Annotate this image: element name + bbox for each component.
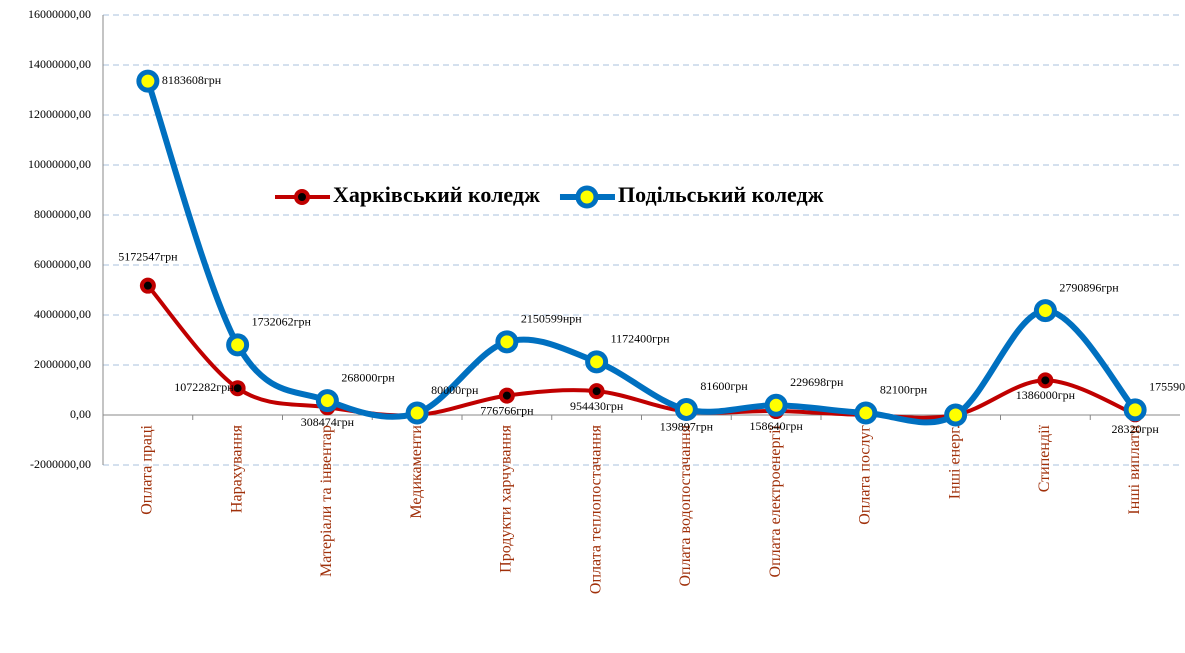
x-tick-label: Нарахування	[228, 424, 245, 513]
marker	[226, 333, 250, 357]
x-tick-label: Оплата послуг	[857, 425, 874, 525]
legend-marker	[575, 185, 599, 209]
data-label: 82100грн	[880, 383, 928, 397]
x-tick-label: Продукти харчування	[498, 424, 515, 572]
data-label: 5172547грн	[118, 249, 178, 263]
x-tick-label: Інші виплати	[1126, 425, 1143, 515]
data-label: 776766грн	[480, 403, 534, 417]
marker	[944, 403, 968, 427]
data-label: 139897грн	[660, 419, 714, 433]
x-tick-label: Стипендії	[1036, 424, 1053, 492]
marker	[405, 401, 429, 425]
data-label: 1386000грн	[1016, 388, 1076, 402]
marker	[229, 380, 246, 397]
marker	[674, 397, 698, 421]
marker	[1033, 299, 1057, 323]
legend-marker	[294, 189, 310, 205]
data-label: 229698грн	[790, 375, 844, 389]
x-tick-label: Оплата електроенергії	[767, 424, 784, 577]
data-label: 268000грн	[341, 370, 395, 384]
marker	[495, 330, 519, 354]
marker	[498, 387, 515, 404]
data-label: 1072282грн	[174, 380, 234, 394]
data-label: 158640грн	[749, 419, 803, 433]
marker	[1037, 372, 1054, 389]
y-tick-label: 0,00	[70, 407, 91, 421]
series-line	[146, 284, 1136, 420]
marker	[585, 350, 609, 374]
x-tick-label: Оплата водопостачання	[677, 424, 694, 586]
legend-label: Подільський коледж	[618, 182, 824, 207]
data-label: 2150599нрн	[521, 312, 582, 326]
data-label: 175590грн	[1149, 380, 1185, 394]
y-tick-label: 10000000,00	[28, 157, 91, 171]
marker	[139, 277, 156, 294]
data-label: 8183608грн	[162, 73, 222, 87]
marker	[588, 383, 605, 400]
y-tick-label: 6000000,00	[34, 257, 91, 271]
data-label: 954430грн	[570, 399, 624, 413]
data-label: 81600грн	[700, 379, 748, 393]
x-tick-label: Оплата праці	[139, 424, 156, 514]
marker	[854, 401, 878, 425]
marker	[764, 393, 788, 417]
data-label: 28320грн	[1111, 422, 1159, 436]
y-tick-label: 8000000,00	[34, 207, 91, 221]
x-tick-label: Оплата теплопостачання	[587, 424, 604, 594]
data-label: 1732062грн	[252, 315, 312, 329]
y-tick-label: 14000000,00	[28, 57, 91, 71]
data-label: 80000грн	[431, 383, 479, 397]
marker	[315, 389, 339, 413]
legend-label: Харківський коледж	[333, 182, 540, 207]
y-tick-label: 12000000,00	[28, 107, 91, 121]
marker	[136, 69, 160, 93]
y-tick-label: 2000000,00	[34, 357, 91, 371]
x-tick-label: Медикаменти	[408, 425, 425, 519]
x-tick-label: Матеріали та інвентар	[318, 425, 335, 577]
y-tick-label: 16000000,00	[28, 7, 91, 21]
series-line	[145, 80, 1138, 426]
y-tick-label: 4000000,00	[34, 307, 91, 321]
data-label: 308474грн	[301, 415, 355, 429]
x-tick-label: Інші енерг.	[946, 425, 963, 499]
data-label: 1172400грн	[611, 332, 670, 346]
y-tick-label: -2000000,00	[30, 457, 91, 471]
data-label: 2790896грн	[1059, 280, 1119, 294]
marker	[1123, 398, 1147, 422]
